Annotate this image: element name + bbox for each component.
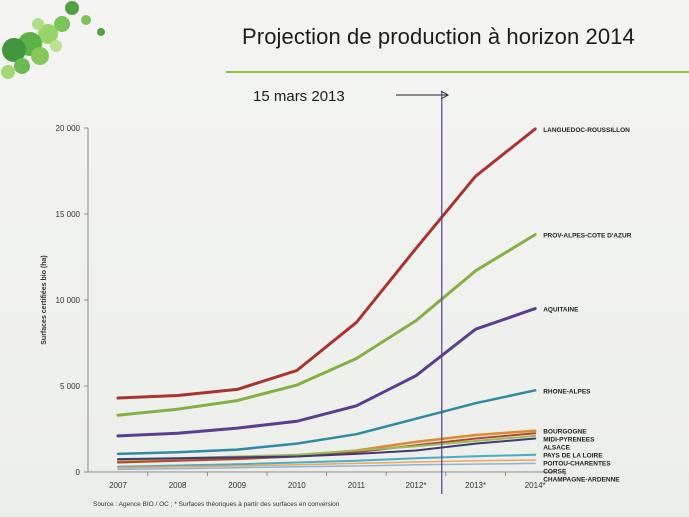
source-note: Source : Agence BIO / OC ; * Surfaces th… <box>93 501 340 508</box>
series-label: CORSE <box>543 469 567 476</box>
series-line <box>116 307 537 438</box>
series-line <box>116 389 537 456</box>
title-divider <box>226 71 689 73</box>
slide-title: Projection de production à horizon 2014 <box>242 24 635 49</box>
series-line <box>116 127 537 400</box>
y-tick-label: 0 <box>76 468 81 477</box>
y-tick-label: 20 000 <box>56 124 81 133</box>
x-tick-label: 2013* <box>465 481 486 490</box>
series-line <box>117 462 536 471</box>
series-label: ALSACE <box>543 445 570 452</box>
x-tick-label: 2007 <box>109 481 127 490</box>
x-tick-label: 2009 <box>228 481 246 490</box>
date-annotation: 15 mars 2013 <box>253 88 345 105</box>
chart-axes: 0 5 000 10 000 15 000 20 000 2007 2008 2009 2010… <box>41 124 566 490</box>
arrow-right-icon <box>396 90 450 100</box>
series-line <box>117 437 537 461</box>
series-line <box>117 459 536 469</box>
y-tick-label: 15 000 <box>56 210 81 219</box>
x-tick-label: 2012* <box>406 481 427 490</box>
chart-series <box>116 92 537 494</box>
grape-leaf-logo <box>1 1 105 79</box>
series-label: CHAMPAGNE-ARDENNE <box>543 477 620 484</box>
chart-series-labels: LANGUEDOC-ROUSSILLON PROV-ALPES-COTE D'AZ… <box>543 127 632 484</box>
x-tick-label: 2008 <box>169 481 187 490</box>
series-label: BOURGOGNE <box>543 429 587 436</box>
series-label: LANGUEDOC-ROUSSILLON <box>543 127 630 134</box>
y-tick-label: 10 000 <box>56 296 81 305</box>
y-tick-label: 5 000 <box>60 382 81 391</box>
series-label: RHONE-ALPES <box>543 388 591 395</box>
series-line <box>117 453 537 468</box>
series-label: PROV-ALPES-COTE D'AZUR <box>543 233 632 240</box>
series-label: MIDI-PYRENEES <box>543 437 595 444</box>
series-line <box>116 233 537 417</box>
series-label: POITOU-CHARENTES <box>543 461 611 468</box>
x-tick-label: 2014* <box>525 481 546 490</box>
series-label: AQUITAINE <box>543 307 579 314</box>
series-label: PAYS DE LA LOIRE <box>543 453 603 460</box>
y-axis-title: Surfaces certifiées bio (ha) <box>41 255 48 344</box>
x-tick-label: 2011 <box>348 481 366 490</box>
x-tick-label: 2010 <box>288 481 306 490</box>
